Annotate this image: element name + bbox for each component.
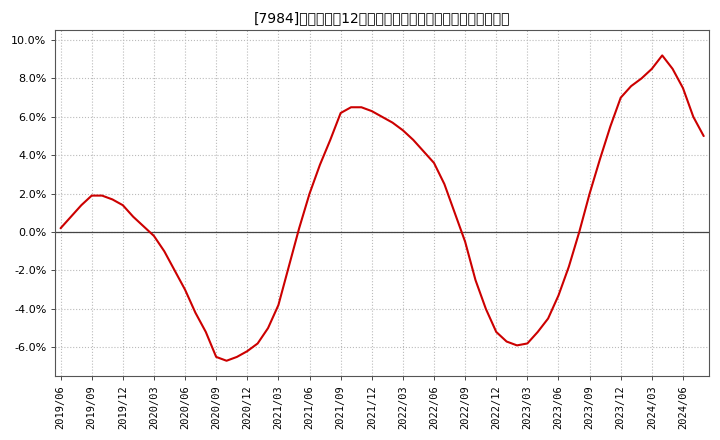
Title: [7984]　売上高の12か月移動合計の対前年同期増減率の推移: [7984] 売上高の12か月移動合計の対前年同期増減率の推移: [254, 11, 510, 25]
